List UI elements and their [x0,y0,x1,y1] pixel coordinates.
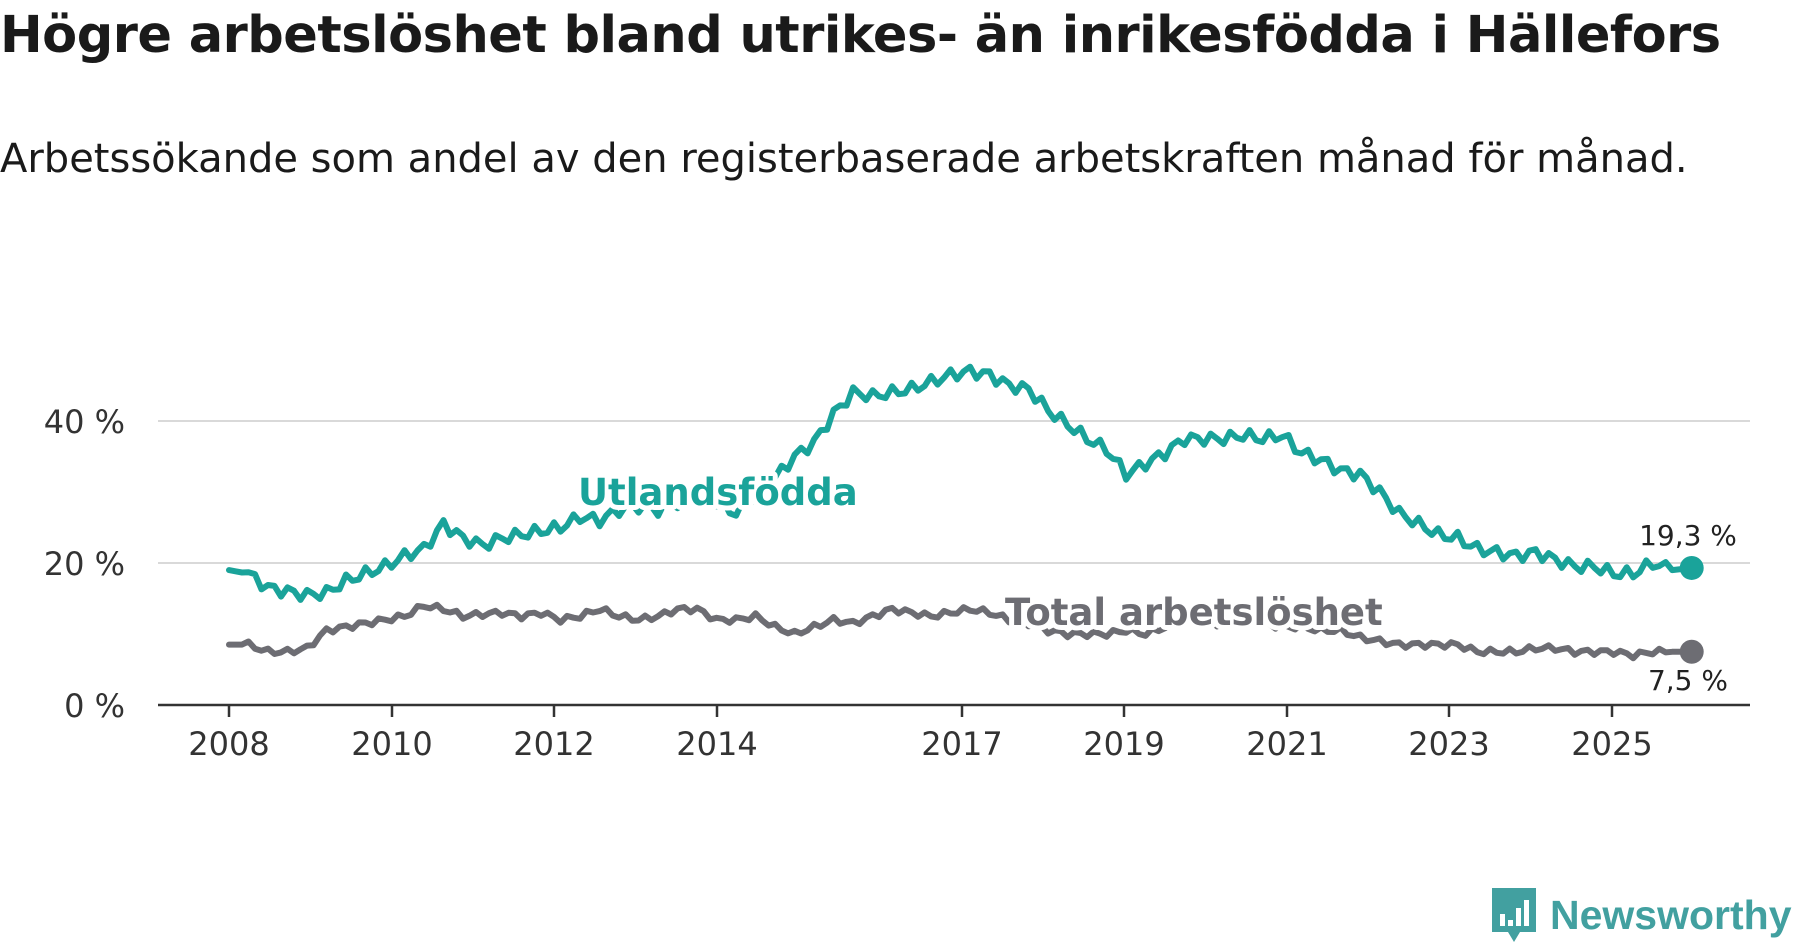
end-label-utlandsfodda: 19,3 % [1639,519,1737,552]
end-label-total: 7,5 % [1648,664,1728,697]
y-tick-label: 0 % [64,687,125,725]
x-tick-label: 2025 [1571,725,1652,763]
x-tick-label: 2008 [188,725,269,763]
x-tick-label: 2012 [513,725,594,763]
labels: 0 % 20 % 40 % 2008 2010 2012 2014 2017 2019 2021 2… [44,403,1740,763]
x-tick-label: 2017 [921,725,1002,763]
y-tick-label: 40 % [44,403,125,441]
x-tick-label: 2023 [1408,725,1489,763]
series-label-utlandsfodda: Utlandsfödda [578,471,858,514]
x-tick-label: 2014 [676,725,757,763]
axes [158,703,1750,717]
series-line-total [226,601,1695,662]
series-label-total: Total arbetslöshet [1005,591,1383,634]
series-lines [226,363,1704,664]
x-tick-label: 2019 [1083,725,1164,763]
series-line-utlandsfodda [226,363,1695,603]
end-point-marker [1679,555,1704,580]
chart-title: Högre arbetslöshet bland utrikes- än inr… [0,6,1721,65]
gridlines [158,420,1750,564]
y-tick-label: 20 % [44,545,125,583]
newsworthy-wordmark: Newsworthy [1550,891,1792,938]
newsworthy-logo-icon [1492,888,1536,942]
x-tick-label: 2010 [351,725,432,763]
chart-subtitle: Arbetssökande som andel av den registerb… [0,136,1688,182]
end-point-marker [1679,639,1704,664]
x-tick-label: 2021 [1246,725,1327,763]
newsworthy-logo[interactable]: Newsworthy [1490,886,1792,944]
